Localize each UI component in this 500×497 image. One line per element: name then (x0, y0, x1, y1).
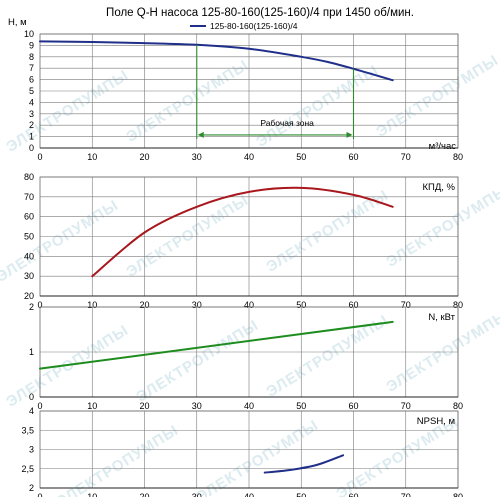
y-tick-label: 70 (24, 192, 34, 202)
x-tick-label: 0 (37, 401, 42, 411)
y-tick-label: 8 (29, 52, 34, 62)
y-tick-label: 30 (24, 271, 34, 281)
x-tick-label: 70 (401, 401, 411, 411)
x-tick-label: 60 (348, 492, 358, 497)
x-tick-label: 80 (453, 152, 463, 162)
x-tick-label: 60 (348, 401, 358, 411)
series-line-efficiency (91, 186, 394, 278)
y-tick-label: 3 (29, 109, 34, 119)
y-tick-label: 50 (24, 232, 34, 242)
panel-efficiency: 20 30 40 50 60 70 80 0 10 20 30 40 50 60 70 80 КПД, % (24, 172, 463, 310)
x-tick-label: 10 (87, 492, 97, 497)
x-tick-label: 30 (192, 152, 202, 162)
work-zone-arrowhead-left (197, 131, 204, 138)
y-tick-label: 9 (29, 40, 34, 50)
x-tick-label: 80 (453, 401, 463, 411)
x-tick-label: 80 (453, 300, 463, 310)
panel-label-npsh: NPSH, м (417, 416, 455, 427)
x-tick-label: 50 (296, 492, 306, 497)
x-tick-label: 40 (244, 300, 254, 310)
work-zone-label: Рабочая зона (260, 118, 314, 128)
panel-label-power: N, кВт (428, 312, 455, 323)
chart-title: Поле Q-H насоса 125-80-160(125-160)/4 пр… (106, 7, 414, 19)
y-tick-label: 0 (29, 143, 34, 153)
y-tick-label: 2,5 (21, 464, 34, 474)
x-tick-label: 10 (87, 152, 97, 162)
y-tick-label: 3 (29, 445, 34, 455)
legend-label: 125-80-160(125-160)/4 (210, 21, 298, 31)
x-tick-label: 60 (348, 152, 358, 162)
x-tick-label: 50 (296, 300, 306, 310)
x-tick-label: 10 (87, 300, 97, 310)
y-tick-label: 2 (29, 120, 34, 130)
x-tick-label: 30 (192, 401, 202, 411)
series-line-power (39, 320, 394, 370)
y-tick-label: 0 (29, 392, 34, 402)
x-tick-label: 0 (37, 492, 42, 497)
x-tick-label: 40 (244, 492, 254, 497)
y-axis-label: H, м (8, 17, 27, 28)
y-tick-label: 40 (24, 251, 34, 261)
series-line-head (39, 40, 394, 82)
x-tick-label: 50 (296, 152, 306, 162)
x-tick-label: 20 (139, 401, 149, 411)
x-tick-label: 30 (192, 300, 202, 310)
x-tick-label: 20 (139, 300, 149, 310)
x-axis-label: м³/час (429, 141, 457, 152)
x-tick-label: 10 (87, 401, 97, 411)
x-tick-label: 30 (192, 492, 202, 497)
x-tick-label: 20 (139, 492, 149, 497)
work-zone-arrowhead-right (346, 131, 353, 138)
y-tick-label: 6 (29, 75, 34, 85)
y-tick-label: 3,5 (21, 425, 34, 435)
x-tick-label: 70 (401, 300, 411, 310)
x-tick-label: 0 (37, 300, 42, 310)
x-tick-label: 70 (401, 492, 411, 497)
x-tick-label: 40 (244, 152, 254, 162)
y-tick-label: 4 (29, 406, 34, 416)
x-tick-label: 50 (296, 401, 306, 411)
y-tick-label: 7 (29, 63, 34, 73)
y-tick-label: 4 (29, 97, 34, 107)
y-tick-label: 2 (29, 302, 34, 312)
y-tick-label: 5 (29, 86, 34, 96)
panel-label-efficiency: КПД, % (422, 182, 455, 193)
x-tick-label: 80 (453, 492, 463, 497)
x-tick-label: 40 (244, 401, 254, 411)
y-tick-label: 1 (29, 132, 34, 142)
y-tick-label: 20 (24, 291, 34, 301)
series-line-npsh (263, 454, 345, 474)
y-tick-label: 1 (29, 347, 34, 357)
y-tick-label: 2 (29, 483, 34, 493)
x-tick-label: 0 (37, 152, 42, 162)
x-tick-label: 70 (401, 152, 411, 162)
y-tick-label: 60 (24, 212, 34, 222)
x-tick-label: 60 (348, 300, 358, 310)
x-tick-label: 20 (139, 152, 149, 162)
y-tick-label: 10 (24, 29, 34, 39)
y-tick-label: 80 (24, 172, 34, 182)
